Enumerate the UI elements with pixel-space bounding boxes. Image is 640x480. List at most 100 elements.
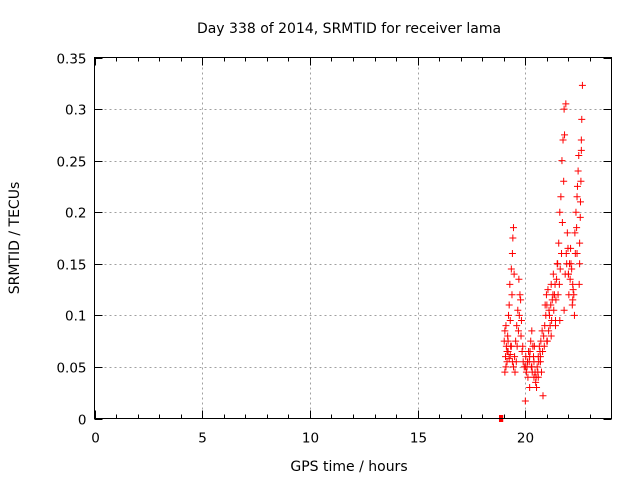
- y-tick-label: 0.2: [65, 206, 86, 222]
- data-point: [540, 332, 548, 340]
- data-point: [568, 265, 576, 273]
- data-point: [534, 373, 542, 381]
- data-point: [545, 311, 553, 319]
- data-point: [515, 275, 523, 283]
- data-point: [519, 342, 527, 350]
- data-point: [502, 363, 510, 371]
- data-point: [567, 244, 575, 252]
- data-point: [555, 280, 563, 288]
- data-point: [528, 363, 536, 371]
- y-tick-label: 0.3: [65, 103, 86, 119]
- data-point: [501, 368, 509, 376]
- data-point: [550, 306, 558, 314]
- data-point: [576, 239, 584, 247]
- data-point: [514, 306, 522, 314]
- data-point: [577, 146, 585, 154]
- data-point: [517, 317, 525, 325]
- grid-lines: [94, 57, 612, 419]
- data-point: [575, 151, 583, 159]
- data-point: [509, 363, 517, 371]
- data-point: [576, 213, 584, 221]
- data-point: [525, 358, 533, 366]
- data-point: [511, 353, 519, 361]
- data-point: [571, 229, 579, 237]
- data-point: [563, 229, 571, 237]
- data-point: [535, 358, 543, 366]
- data-point: [556, 265, 564, 273]
- data-point: [556, 208, 564, 216]
- data-point: [573, 249, 581, 257]
- data-point: [551, 322, 559, 330]
- y-tick-label: 0.25: [56, 155, 86, 171]
- data-point: [570, 311, 578, 319]
- data-point: [503, 347, 511, 355]
- data-point: [547, 332, 555, 340]
- data-point: [555, 239, 563, 247]
- data-point: [554, 260, 562, 268]
- x-tick-label: 20: [517, 431, 534, 447]
- y-tick-label: 0.35: [56, 52, 86, 68]
- data-point: [502, 322, 510, 330]
- data-point: [540, 342, 548, 350]
- y-tick-label: 0.15: [56, 258, 86, 274]
- data-point: [566, 275, 574, 283]
- data-point: [573, 182, 581, 190]
- data-point: [553, 275, 561, 283]
- data-point: [560, 177, 568, 185]
- data-point: [510, 270, 518, 278]
- data-point: [558, 157, 566, 165]
- data-point: [505, 311, 513, 319]
- data-point: [565, 291, 573, 299]
- data-point: [517, 332, 525, 340]
- data-point: [545, 327, 553, 335]
- data-point: [548, 317, 556, 325]
- data-point: [514, 327, 522, 335]
- data-point: [511, 368, 519, 376]
- x-tick-label: 10: [302, 431, 319, 447]
- data-point: [518, 347, 526, 355]
- data-point: [506, 317, 514, 325]
- data-point: [521, 397, 529, 405]
- axis-ticks: [94, 57, 612, 420]
- data-point: [506, 351, 514, 359]
- data-point: [508, 249, 516, 257]
- data-point: [557, 193, 565, 201]
- data-point: [538, 327, 546, 335]
- data-point: [517, 296, 525, 304]
- data-point: [560, 105, 568, 113]
- data-point: [508, 291, 516, 299]
- data-point: [576, 198, 584, 206]
- data-point: [524, 373, 532, 381]
- y-tick-label: 0.05: [56, 361, 86, 377]
- data-point: [539, 392, 547, 400]
- y-tick-label: 0.1: [65, 309, 86, 325]
- data-point: [509, 224, 517, 232]
- data-point: [505, 355, 513, 363]
- data-point: [569, 296, 577, 304]
- data-point: [554, 291, 562, 299]
- data-point: [569, 286, 577, 294]
- data-point: [536, 353, 544, 361]
- data-point: [577, 136, 585, 144]
- data-point: [537, 337, 545, 345]
- data-point: [509, 234, 517, 242]
- data-point: [560, 306, 568, 314]
- plot-frame: [94, 57, 612, 419]
- data-point: [528, 327, 536, 335]
- y-axis-title: SRMTID / TECUs: [7, 182, 23, 295]
- data-point: [507, 265, 515, 273]
- data-point: [522, 353, 530, 361]
- data-point: [549, 270, 557, 278]
- data-point: [513, 322, 521, 330]
- data-point: [544, 286, 552, 294]
- data-point: [561, 131, 569, 139]
- data-point: [556, 317, 564, 325]
- data-point: [526, 347, 534, 355]
- data-point: [562, 100, 570, 108]
- data-point: [512, 358, 520, 366]
- data-point: [576, 260, 584, 268]
- data-point: [575, 280, 583, 288]
- data-point: [515, 311, 523, 319]
- data-point: [505, 301, 513, 309]
